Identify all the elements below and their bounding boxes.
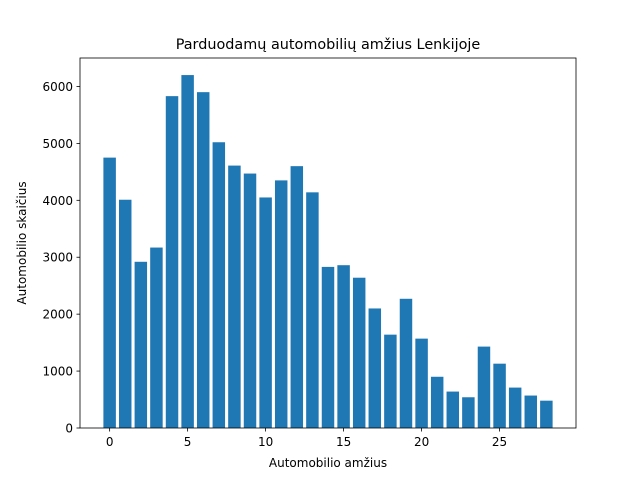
- bar-age-13: [306, 192, 319, 428]
- y-axis-ticks: 0 1000 2000 3000 4000 5000 6000: [42, 80, 80, 436]
- bar-age-16: [352, 277, 366, 428]
- y-tick-label: 5000: [42, 137, 73, 151]
- x-tick-label: 10: [258, 435, 273, 449]
- bar-age-22: [446, 391, 460, 428]
- plot-frame: [79, 57, 577, 429]
- bars-group: [103, 75, 553, 429]
- bar-age-4: [165, 96, 179, 428]
- y-axis-label: Automobilio skaičius: [15, 181, 29, 304]
- y-tick-label: 4000: [42, 194, 73, 208]
- x-tick-label: 15: [336, 435, 351, 449]
- bar-age-10: [259, 197, 272, 428]
- bar-age-23: [462, 397, 475, 428]
- y-tick-label: 2000: [42, 308, 73, 322]
- x-tick-label: 25: [492, 435, 507, 449]
- bar-age-0: [103, 157, 116, 428]
- bar-age-18: [384, 334, 397, 428]
- y-tick-label: 3000: [42, 251, 73, 265]
- bar-age-14: [321, 266, 335, 428]
- y-tick-label: 0: [65, 422, 73, 436]
- bar-age-5: [181, 75, 194, 429]
- bar-age-12: [290, 166, 304, 428]
- bar-age-11: [274, 180, 288, 428]
- x-tick-label: 0: [106, 435, 114, 449]
- bar-age-1: [118, 199, 132, 428]
- bar-age-20: [415, 338, 428, 428]
- bar-age-25: [493, 363, 506, 428]
- y-tick-label: 6000: [42, 80, 73, 94]
- bar-age-3: [150, 247, 163, 428]
- bar-age-28: [540, 400, 553, 428]
- bar-age-7: [212, 142, 226, 428]
- bar-age-9: [243, 173, 257, 428]
- chart-title: Parduodamų automobilių amžius Lenkijoje: [176, 37, 481, 53]
- bar-age-19: [399, 298, 413, 428]
- x-tick-label: 5: [184, 435, 192, 449]
- bar-age-8: [228, 165, 241, 429]
- bar-age-26: [508, 387, 522, 428]
- bar-age-2: [134, 261, 148, 428]
- bar-age-15: [337, 265, 350, 428]
- x-axis-ticks: 0 5 10 15 20 25: [106, 428, 507, 449]
- bar-age-6: [196, 92, 210, 429]
- bar-age-17: [368, 308, 382, 428]
- bar-age-27: [524, 395, 538, 428]
- bar-age-24: [477, 346, 491, 428]
- y-tick-label: 1000: [42, 365, 73, 379]
- x-axis-label: Automobilio amžius: [269, 456, 387, 470]
- bar-age-21: [430, 376, 444, 428]
- x-tick-label: 20: [414, 435, 429, 449]
